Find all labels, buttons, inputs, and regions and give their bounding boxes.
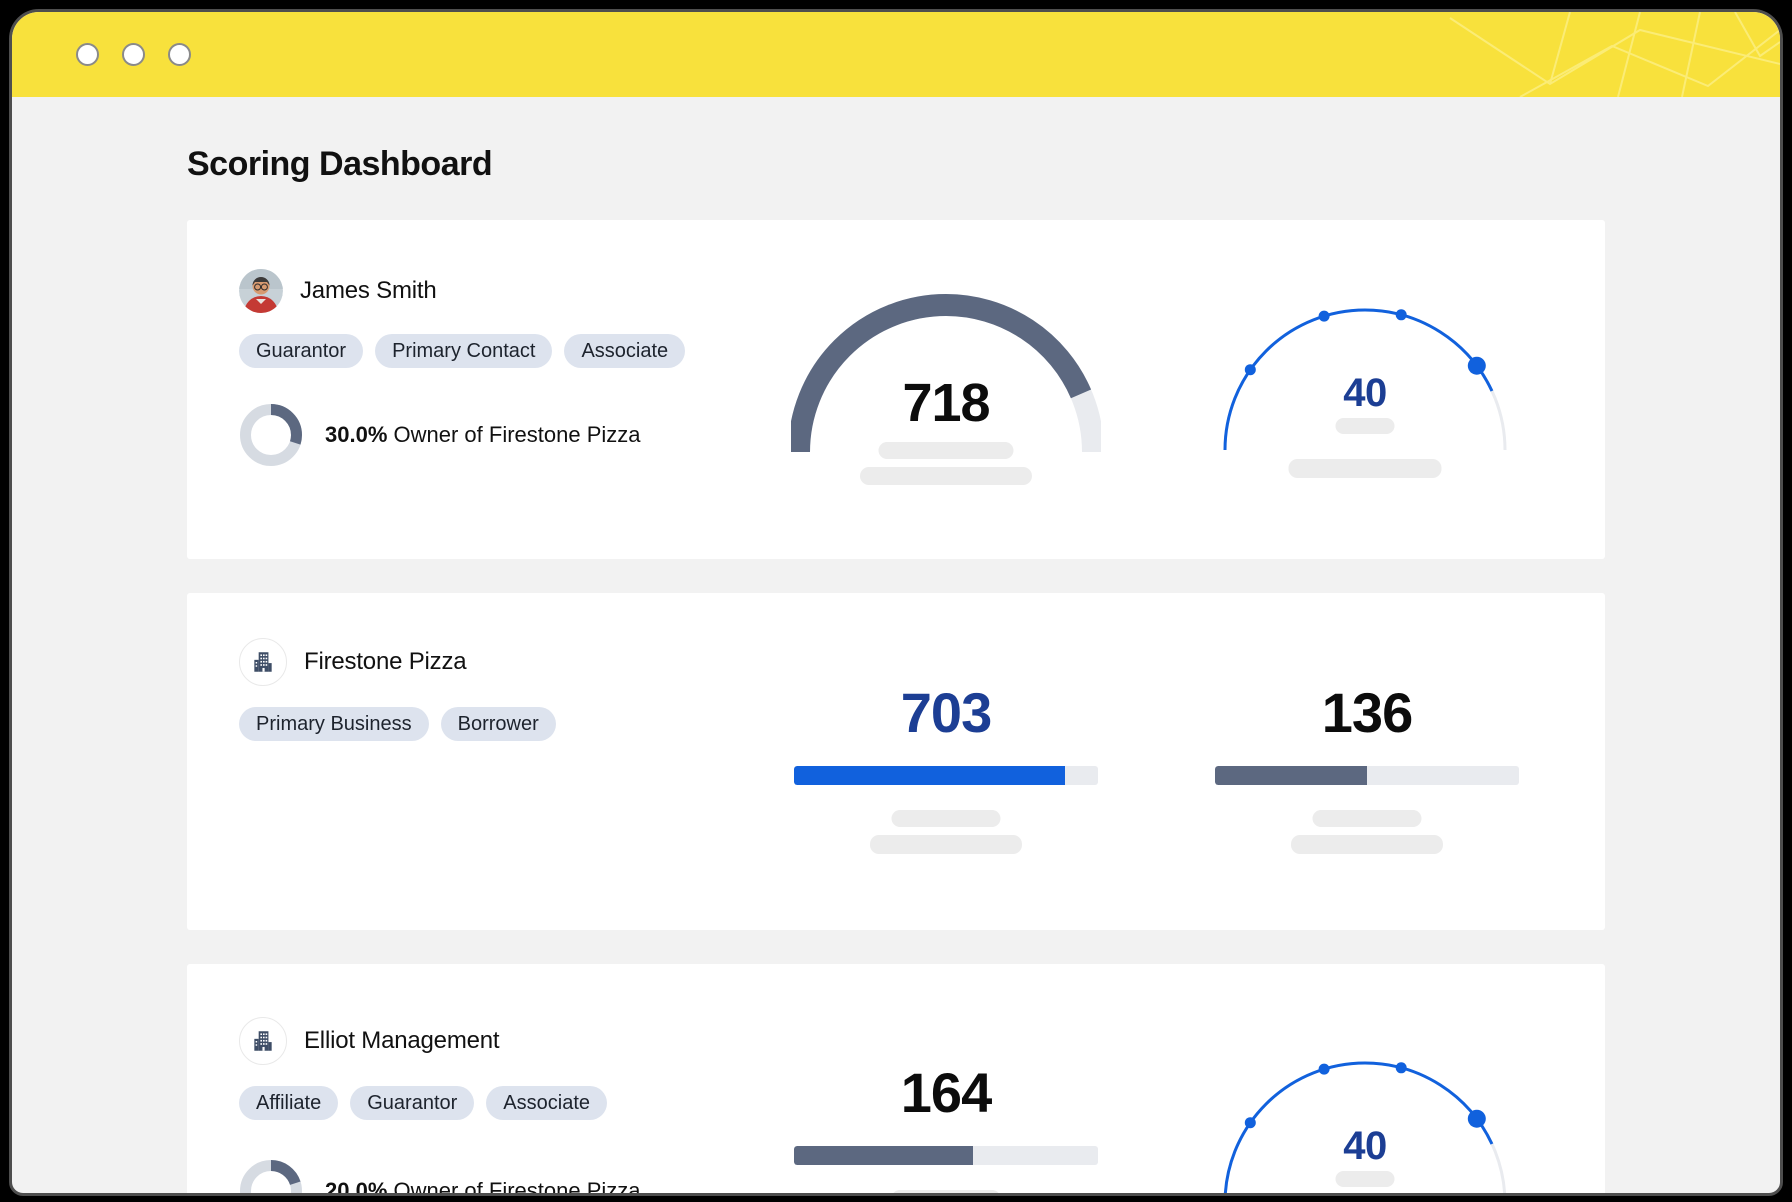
score-value: 164: [900, 1061, 992, 1124]
score-bar-track: [794, 1146, 1098, 1165]
scorecard-james-smith[interactable]: James Smith Guarantor Primary Contact As…: [187, 220, 1605, 559]
score-bar-metric: 703: [794, 678, 1098, 863]
tag-row: Primary Business Borrower: [239, 707, 1605, 741]
ownership-row: 20.0% Owner of Firestone Pizza: [239, 1159, 1605, 1193]
gauge-dot: [1318, 1063, 1330, 1075]
tag-pill: Associate: [486, 1086, 608, 1120]
credit-score-gauge: 718: [788, 294, 1104, 534]
ownership-label: Owner of Firestone Pizza: [393, 1178, 641, 1193]
tag-pill: Primary Business: [239, 707, 429, 741]
score-bar-track: [1215, 766, 1519, 785]
titlebar-line-decoration: [1449, 12, 1780, 97]
entity-name: Firestone Pizza: [304, 648, 467, 675]
dotted-gauge-arc: [1223, 1061, 1507, 1193]
ownership-text: 20.0% Owner of Firestone Pizza: [325, 1178, 641, 1193]
skeleton-line: [891, 810, 1001, 827]
ownership-donut-chart: [240, 1160, 302, 1193]
score-value: 718: [902, 373, 990, 433]
tag-pill: Affiliate: [239, 1086, 339, 1120]
skeleton-line: [870, 835, 1022, 854]
tag-pill: Associate: [564, 334, 686, 368]
score-bar-metric: 136: [1215, 678, 1519, 863]
entity-name: Elliot Management: [304, 1027, 500, 1054]
gauge-dot: [1244, 364, 1256, 376]
window-control-close[interactable]: [76, 43, 99, 66]
score-value: 703: [900, 681, 992, 744]
risk-score-gauge: 40: [1211, 1051, 1519, 1193]
score-value: 40: [1343, 371, 1387, 415]
ownership-percent: 20.0%: [325, 1178, 388, 1193]
skeleton-line: [891, 1190, 1001, 1193]
person-avatar: [239, 269, 283, 313]
gauge-dot: [1395, 309, 1407, 321]
avatar-image: [239, 269, 283, 313]
tag-pill: Guarantor: [239, 334, 364, 368]
scorecard-elliot-management[interactable]: Elliot Management Affiliate Guarantor As…: [187, 964, 1605, 1193]
gauge-arc: [788, 294, 1104, 453]
scorecard-firestone-pizza[interactable]: Firestone Pizza Primary Business Borrowe…: [187, 593, 1605, 930]
ownership-donut-chart: [240, 404, 302, 466]
skeleton-line: [1335, 1171, 1395, 1187]
score-value: 136: [1321, 681, 1413, 744]
page-content: Scoring Dashboard: [12, 97, 1780, 1193]
window-control-minimize[interactable]: [122, 43, 145, 66]
business-icon-badge: [239, 638, 287, 686]
skeleton-line: [1291, 835, 1443, 854]
gauge-dot: [1395, 1062, 1407, 1074]
ownership-text: 30.0% Owner of Firestone Pizza: [325, 422, 641, 448]
score-bar-fill: [794, 1146, 974, 1165]
skeleton-line: [1288, 459, 1442, 478]
entity-header: Firestone Pizza: [239, 593, 1605, 686]
gauge-dot: [1244, 1117, 1256, 1129]
score-bar-fill: [1215, 766, 1367, 785]
score-value: 40: [1343, 1124, 1387, 1168]
tag-pill: Borrower: [440, 707, 556, 741]
skeleton-line: [1335, 418, 1395, 434]
risk-score-gauge: 40: [1211, 298, 1519, 548]
dotted-gauge-arc: [1223, 308, 1507, 451]
ownership-label: Owner of Firestone Pizza: [393, 422, 641, 447]
score-bar-track: [794, 766, 1098, 785]
building-icon: [254, 1031, 272, 1051]
skeleton-line: [860, 467, 1032, 485]
gauge-marker-dot: [1467, 1109, 1486, 1128]
score-bar-metric: 164: [794, 1058, 1098, 1193]
skeleton-line: [1312, 810, 1422, 827]
score-bar-fill: [794, 766, 1065, 785]
gauge-dot: [1318, 310, 1330, 322]
window-control-maximize[interactable]: [168, 43, 191, 66]
entity-header: James Smith: [239, 220, 1605, 313]
tag-row: Guarantor Primary Contact Associate: [239, 334, 1605, 368]
ownership-percent: 30.0%: [325, 422, 388, 447]
entity-name: James Smith: [300, 277, 437, 304]
tag-row: Affiliate Guarantor Associate: [239, 1086, 1605, 1120]
ownership-row: 30.0% Owner of Firestone Pizza: [239, 403, 1605, 467]
browser-window: Scoring Dashboard: [9, 9, 1783, 1196]
entity-header: Elliot Management: [239, 964, 1605, 1065]
gauge-marker-dot: [1467, 356, 1486, 375]
tag-pill: Guarantor: [350, 1086, 475, 1120]
skeleton-line: [878, 442, 1014, 459]
tag-pill: Primary Contact: [375, 334, 553, 368]
window-titlebar: [12, 12, 1780, 97]
page-title: Scoring Dashboard: [187, 145, 493, 183]
building-icon: [254, 652, 272, 672]
business-icon-badge: [239, 1017, 287, 1065]
